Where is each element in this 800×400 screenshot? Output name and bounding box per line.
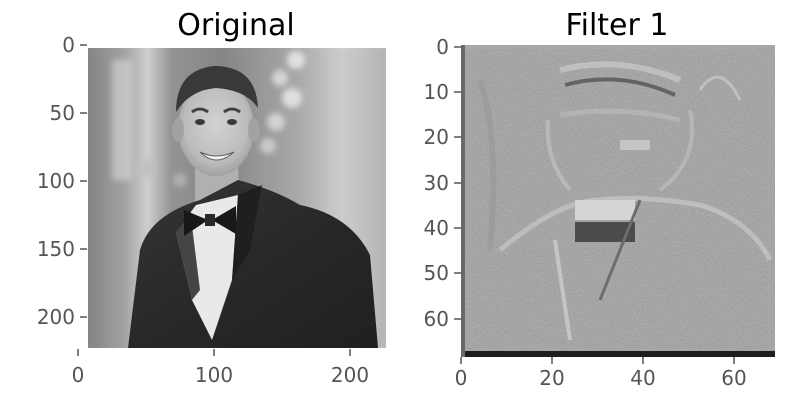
xtick-label: 100	[195, 363, 233, 387]
x-axis-original: 0 100 200	[72, 349, 369, 387]
ytick-label: 30	[424, 171, 449, 195]
ytick-label: 50	[424, 261, 449, 285]
ytick-label: 100	[37, 169, 75, 193]
ytick-label: 200	[37, 305, 75, 329]
panel-title-filter-1: Filter 1	[566, 8, 669, 43]
xtick-label: 0	[455, 366, 468, 390]
xtick-label: 60	[721, 366, 746, 390]
panel-title-original: Original	[177, 8, 294, 43]
xtick-label: 20	[539, 366, 564, 390]
panel-original: Original	[37, 8, 386, 387]
y-axis-original: 0 50 100 150 200	[37, 33, 87, 329]
ytick-label: 20	[424, 125, 449, 149]
original-photo	[88, 48, 386, 348]
x-axis-filter-1: 0 20 40 60	[455, 357, 747, 390]
xtick-label: 200	[331, 363, 369, 387]
ytick-label: 0	[62, 33, 75, 57]
ytick-label: 0	[436, 35, 449, 59]
filter-feature-map	[461, 45, 775, 357]
xtick-label: 0	[72, 363, 85, 387]
ytick-label: 60	[424, 307, 449, 331]
ytick-label: 10	[424, 80, 449, 104]
y-axis-filter-1: 0 10 20 30 40 50 60	[424, 35, 461, 331]
ytick-label: 50	[50, 101, 75, 125]
ytick-label: 40	[424, 216, 449, 240]
ytick-label: 150	[37, 237, 75, 261]
xtick-label: 40	[630, 366, 655, 390]
panel-filter-1: Filter 1	[424, 8, 775, 390]
